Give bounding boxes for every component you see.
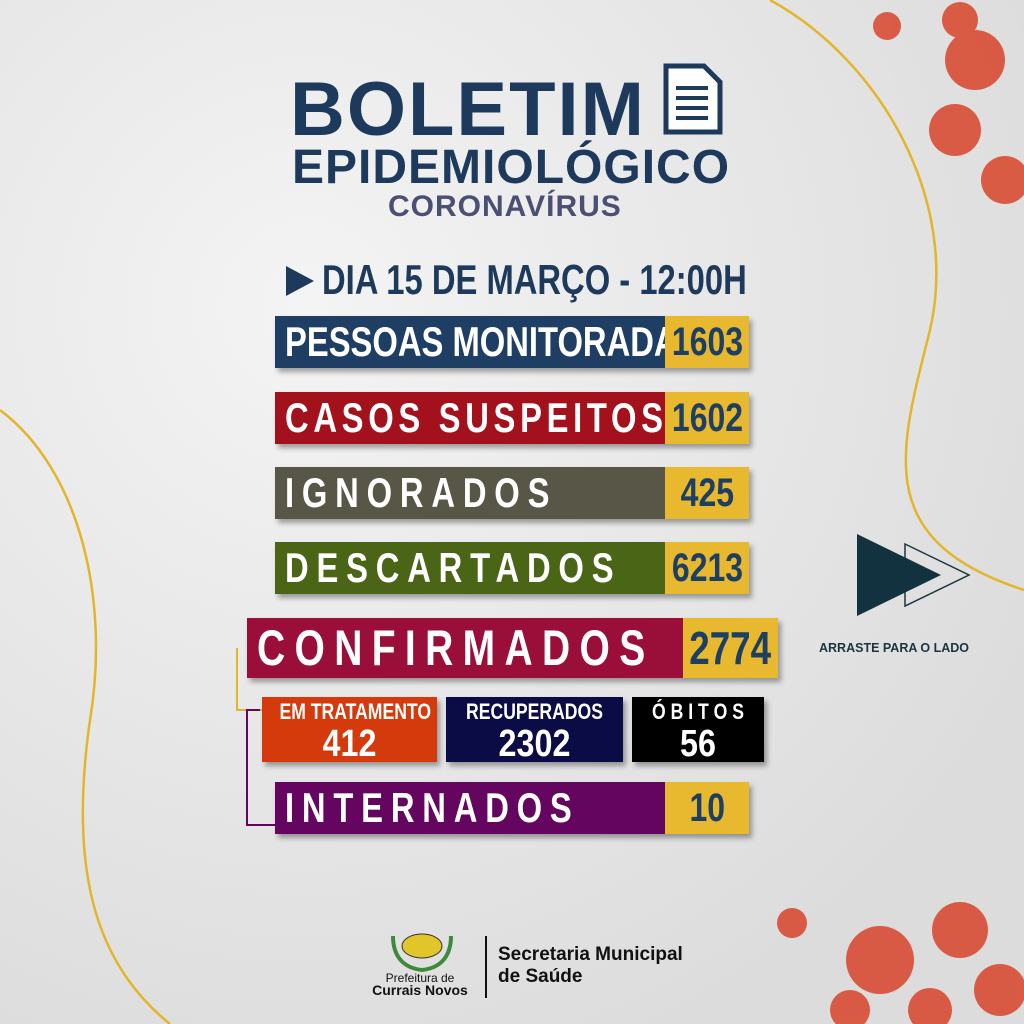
prefeitura-logo [378,926,464,973]
date-line: DIA 15 DE MARÇO - 12:00H [322,256,747,303]
stat-internados: INTERNADOS 10 [275,782,749,834]
swipe-arrow-icon[interactable] [855,532,973,618]
subtitle: EPIDEMIOLÓGICO [292,141,731,194]
stat-confirmados: CONFIRMADOS 2774 [247,618,778,678]
stat-pessoas-monitoradas: PESSOAS MONITORADAS 1603 [275,316,749,368]
stat-recuperados: RECUPERADOS 2302 [446,697,623,763]
swipe-label: ARRASTE PARA O LADO [819,641,969,655]
department-name: Secretaria Municipal de Saúde [498,944,683,987]
topic: CORONAVÍRUS [388,190,622,223]
stat-casos-suspeitos: CASOS SUSPEITOS 1602 [275,392,749,444]
stat-descartados: DESCARTADOS 6213 [275,542,749,594]
stat-em-tratamento: EM TRATAMENTO 412 [262,697,437,763]
title: BOLETIM [290,67,646,152]
logo-text: Prefeitura de Currais Novos [372,971,468,998]
play-icon [286,266,314,296]
footer-divider [485,936,487,998]
document-icon [663,63,723,135]
stat-obitos: Ó B I T O S 56 [632,697,764,763]
stat-ignorados: IGNORADOS 425 [275,467,749,519]
